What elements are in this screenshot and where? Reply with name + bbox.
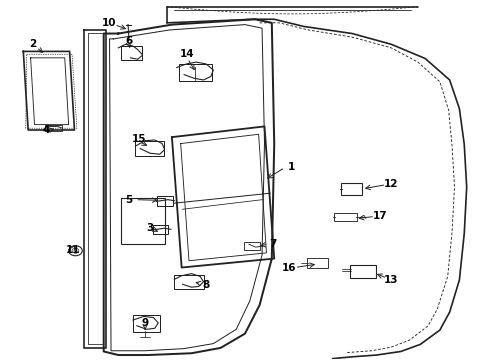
Text: 6: 6 xyxy=(125,36,133,46)
Text: 12: 12 xyxy=(384,179,398,189)
Text: 7: 7 xyxy=(270,239,277,249)
Text: 10: 10 xyxy=(102,18,117,28)
Text: 5: 5 xyxy=(125,195,133,204)
Text: 2: 2 xyxy=(29,39,37,49)
Text: 8: 8 xyxy=(202,280,210,291)
Text: 14: 14 xyxy=(180,49,195,59)
Text: 3: 3 xyxy=(147,223,154,233)
Text: 9: 9 xyxy=(142,318,148,328)
Text: 11: 11 xyxy=(66,245,81,255)
Text: 13: 13 xyxy=(384,275,398,285)
Text: 16: 16 xyxy=(282,262,296,273)
Text: 17: 17 xyxy=(373,211,388,221)
Text: 1: 1 xyxy=(288,162,295,172)
Text: 4: 4 xyxy=(43,125,50,135)
Text: 15: 15 xyxy=(131,134,146,144)
